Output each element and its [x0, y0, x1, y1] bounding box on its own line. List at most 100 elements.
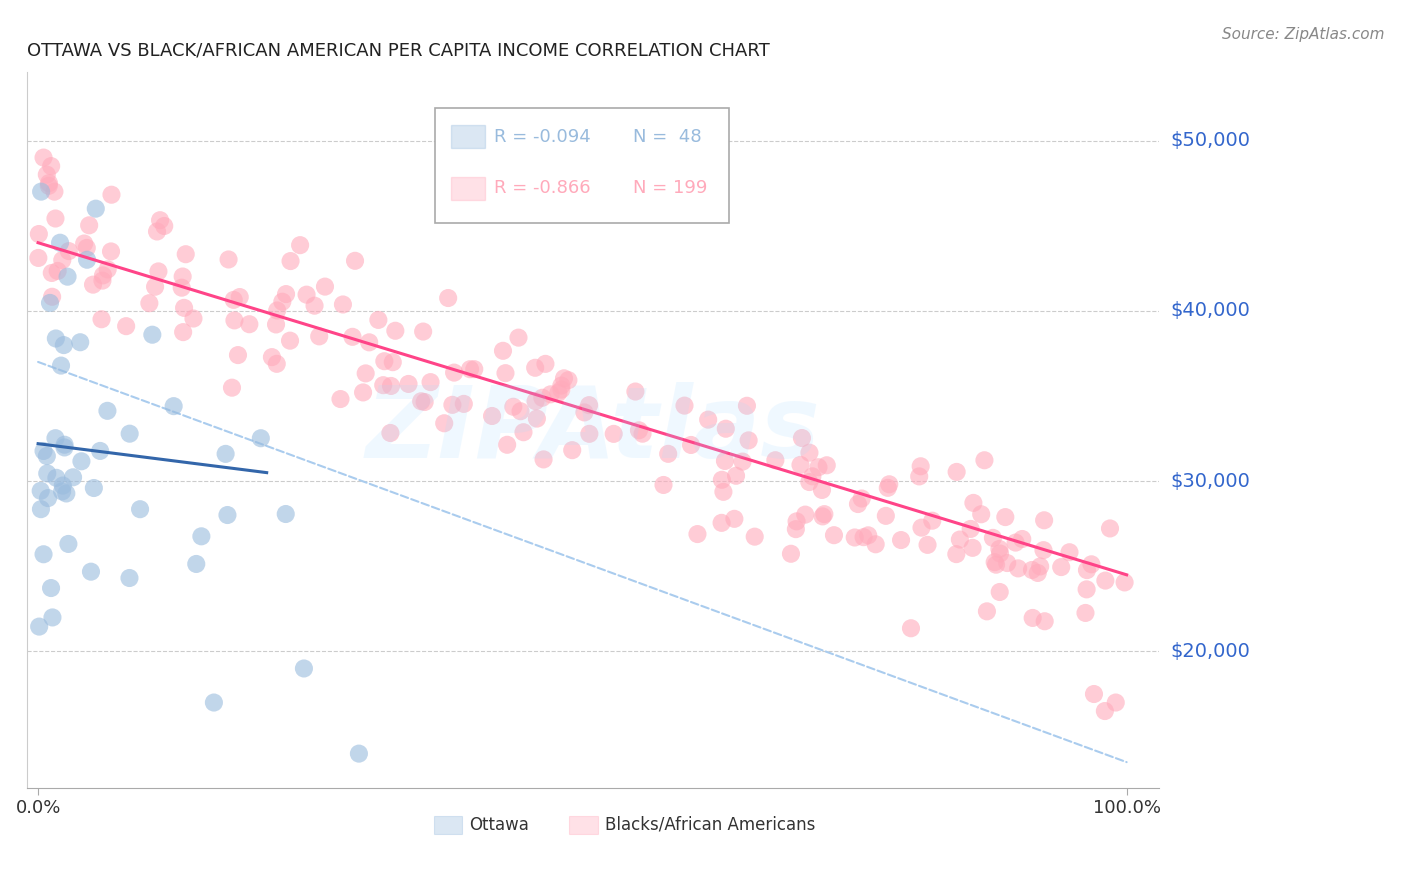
Point: [823, 528, 845, 542]
Point: [97, 262, 120, 277]
Point: [221, 381, 243, 395]
Point: [988, 585, 1011, 599]
Point: [89, 444, 111, 458]
Point: [58, 537, 80, 551]
Point: [495, 366, 517, 380]
Point: [533, 452, 555, 467]
Point: [45, 331, 67, 345]
Point: [453, 397, 475, 411]
FancyBboxPatch shape: [433, 816, 463, 834]
Point: [30, 483, 52, 498]
Point: [329, 392, 352, 406]
Point: [224, 313, 246, 327]
Point: [492, 343, 515, 358]
Point: [785, 522, 807, 536]
Point: [118, 571, 141, 585]
Point: [786, 514, 808, 528]
Point: [344, 253, 367, 268]
Point: [91, 274, 114, 288]
Point: [502, 400, 524, 414]
Point: [574, 405, 596, 419]
Point: [908, 469, 931, 483]
Point: [266, 303, 288, 318]
Point: [30, 185, 52, 199]
Point: [799, 445, 821, 459]
Point: [710, 473, 733, 487]
Point: [624, 384, 647, 399]
Point: [62, 470, 84, 484]
Point: [28, 619, 51, 633]
Point: [202, 696, 225, 710]
Point: [27, 251, 49, 265]
Point: [55, 486, 77, 500]
Point: [411, 394, 433, 409]
Point: [37, 491, 59, 505]
Point: [76, 252, 98, 267]
Point: [274, 287, 297, 301]
Point: [578, 426, 600, 441]
Point: [851, 491, 873, 506]
Point: [73, 236, 96, 251]
Point: [69, 335, 91, 350]
Point: [148, 264, 170, 278]
Point: [84, 202, 107, 216]
Point: [264, 318, 287, 332]
Text: $30,000: $30,000: [1170, 472, 1250, 491]
Point: [304, 299, 326, 313]
Point: [53, 438, 76, 452]
Text: ZIPAtlas: ZIPAtlas: [366, 382, 821, 478]
Point: [90, 312, 112, 326]
Point: [35, 449, 58, 463]
Point: [744, 530, 766, 544]
Point: [995, 556, 1018, 570]
Point: [540, 387, 562, 401]
Point: [1032, 543, 1054, 558]
Point: [1004, 535, 1026, 549]
Point: [83, 481, 105, 495]
Point: [962, 496, 984, 510]
Point: [380, 425, 402, 440]
Point: [988, 547, 1011, 561]
Point: [1059, 545, 1081, 559]
Point: [347, 747, 370, 761]
Point: [1083, 687, 1105, 701]
Text: N =  48: N = 48: [633, 128, 702, 145]
Point: [844, 531, 866, 545]
Point: [381, 355, 404, 369]
Point: [731, 454, 754, 468]
Point: [962, 541, 984, 555]
Point: [39, 296, 62, 310]
Point: [1080, 558, 1102, 572]
Point: [1021, 563, 1043, 577]
Point: [815, 458, 838, 473]
Point: [96, 404, 118, 418]
Point: [509, 404, 531, 418]
Point: [271, 294, 294, 309]
Point: [763, 453, 786, 467]
Point: [481, 409, 503, 423]
Point: [1098, 521, 1121, 535]
Text: R = -0.094: R = -0.094: [494, 128, 591, 145]
Text: OTTAWA VS BLACK/AFRICAN AMERICAN PER CAPITA INCOME CORRELATION CHART: OTTAWA VS BLACK/AFRICAN AMERICAN PER CAP…: [27, 42, 770, 60]
Point: [811, 509, 834, 524]
Point: [146, 225, 169, 239]
Point: [550, 383, 572, 397]
Point: [295, 287, 318, 301]
Point: [780, 547, 803, 561]
Text: $50,000: $50,000: [1170, 131, 1250, 150]
Point: [437, 291, 460, 305]
Point: [553, 371, 575, 385]
Point: [686, 527, 709, 541]
Point: [56, 269, 79, 284]
Point: [115, 319, 138, 334]
Point: [226, 348, 249, 362]
Point: [534, 357, 557, 371]
Point: [38, 176, 60, 190]
Point: [41, 290, 63, 304]
Point: [508, 331, 530, 345]
Point: [713, 484, 735, 499]
Point: [143, 279, 166, 293]
Point: [41, 610, 63, 624]
Point: [172, 269, 194, 284]
Point: [352, 385, 374, 400]
